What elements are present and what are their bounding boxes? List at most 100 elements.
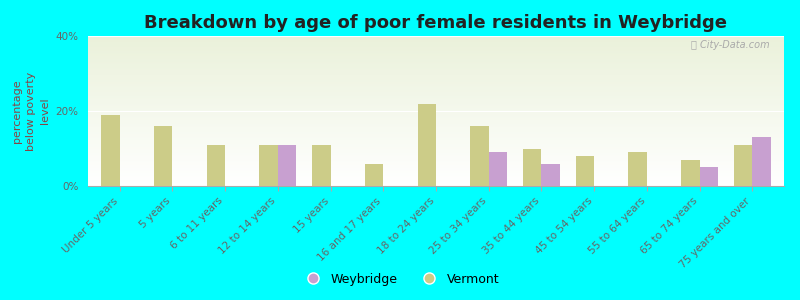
Bar (88, 85, 784, 87)
Bar (88, 39, 784, 40)
Bar (88, 172, 784, 174)
Bar (88, 66, 784, 68)
Bar (88, 152, 784, 153)
Bar (88, 138, 784, 140)
Bar (88, 81, 784, 82)
Bar (88, 92, 784, 93)
Bar (88, 114, 784, 116)
Bar (88, 180, 784, 182)
Bar (88, 48, 784, 50)
Bar (88, 75, 784, 76)
Bar (88, 120, 784, 122)
Title: Breakdown by age of poor female residents in Weybridge: Breakdown by age of poor female resident… (145, 14, 727, 32)
Bar (88, 57, 784, 58)
Bar (278, 145, 296, 186)
Bar (88, 169, 784, 171)
Bar (88, 64, 784, 66)
Bar (88, 54, 784, 56)
Bar (88, 129, 784, 130)
Bar (88, 171, 784, 172)
Bar (88, 178, 784, 180)
Bar (88, 158, 784, 159)
Bar (88, 177, 784, 178)
Bar (88, 176, 784, 177)
Bar (88, 76, 784, 78)
Bar (88, 42, 784, 44)
Bar (88, 70, 784, 72)
Bar (700, 167, 718, 186)
Bar (88, 118, 784, 120)
Bar (88, 110, 784, 111)
Bar (88, 135, 784, 136)
Bar (88, 99, 784, 100)
Bar (88, 154, 784, 156)
Bar (88, 126, 784, 128)
Bar (88, 144, 784, 146)
Bar (312, 145, 330, 186)
Bar (681, 160, 700, 186)
Bar (88, 98, 784, 99)
Bar (88, 130, 784, 132)
Bar (88, 84, 784, 86)
Bar (88, 159, 784, 160)
Bar (88, 184, 784, 186)
Bar (542, 164, 560, 186)
Bar (88, 134, 784, 135)
Bar (88, 156, 784, 158)
Bar (88, 82, 784, 84)
Bar (88, 132, 784, 134)
Bar (88, 72, 784, 74)
Bar (259, 145, 278, 186)
Bar (206, 145, 225, 186)
Bar (88, 116, 784, 117)
Bar (88, 150, 784, 152)
Bar (576, 156, 594, 186)
Bar (88, 111, 784, 112)
Bar (88, 141, 784, 142)
Bar (88, 162, 784, 164)
Bar (88, 167, 784, 168)
Bar (88, 103, 784, 105)
Bar (88, 60, 784, 61)
Text: Ⓢ City-Data.com: Ⓢ City-Data.com (691, 40, 770, 50)
Bar (88, 100, 784, 102)
Bar (88, 63, 784, 64)
Bar (88, 68, 784, 69)
Bar (418, 103, 436, 186)
Bar (88, 148, 784, 150)
Bar (88, 122, 784, 123)
Bar (88, 61, 784, 63)
Bar (88, 88, 784, 90)
Bar (88, 153, 784, 154)
Bar (88, 44, 784, 45)
Bar (88, 38, 784, 39)
Bar (88, 94, 784, 96)
Bar (88, 112, 784, 114)
Bar (101, 115, 120, 186)
Bar (88, 146, 784, 147)
Bar (88, 140, 784, 141)
Bar (88, 174, 784, 176)
Bar (88, 124, 784, 126)
Bar (88, 90, 784, 92)
Bar (88, 117, 784, 118)
Bar (88, 87, 784, 88)
Bar (734, 145, 752, 186)
Bar (88, 147, 784, 148)
Bar (88, 164, 784, 165)
Legend: Weybridge, Vermont: Weybridge, Vermont (296, 268, 504, 291)
Bar (88, 182, 784, 183)
Bar (154, 126, 172, 186)
Bar (88, 45, 784, 46)
Bar (88, 40, 784, 42)
Bar (365, 164, 383, 186)
Bar (88, 56, 784, 57)
Bar (88, 69, 784, 70)
Bar (88, 142, 784, 144)
Bar (88, 50, 784, 51)
Bar (523, 148, 542, 186)
Bar (88, 102, 784, 104)
Bar (470, 126, 489, 186)
Bar (88, 78, 784, 80)
Bar (88, 93, 784, 94)
